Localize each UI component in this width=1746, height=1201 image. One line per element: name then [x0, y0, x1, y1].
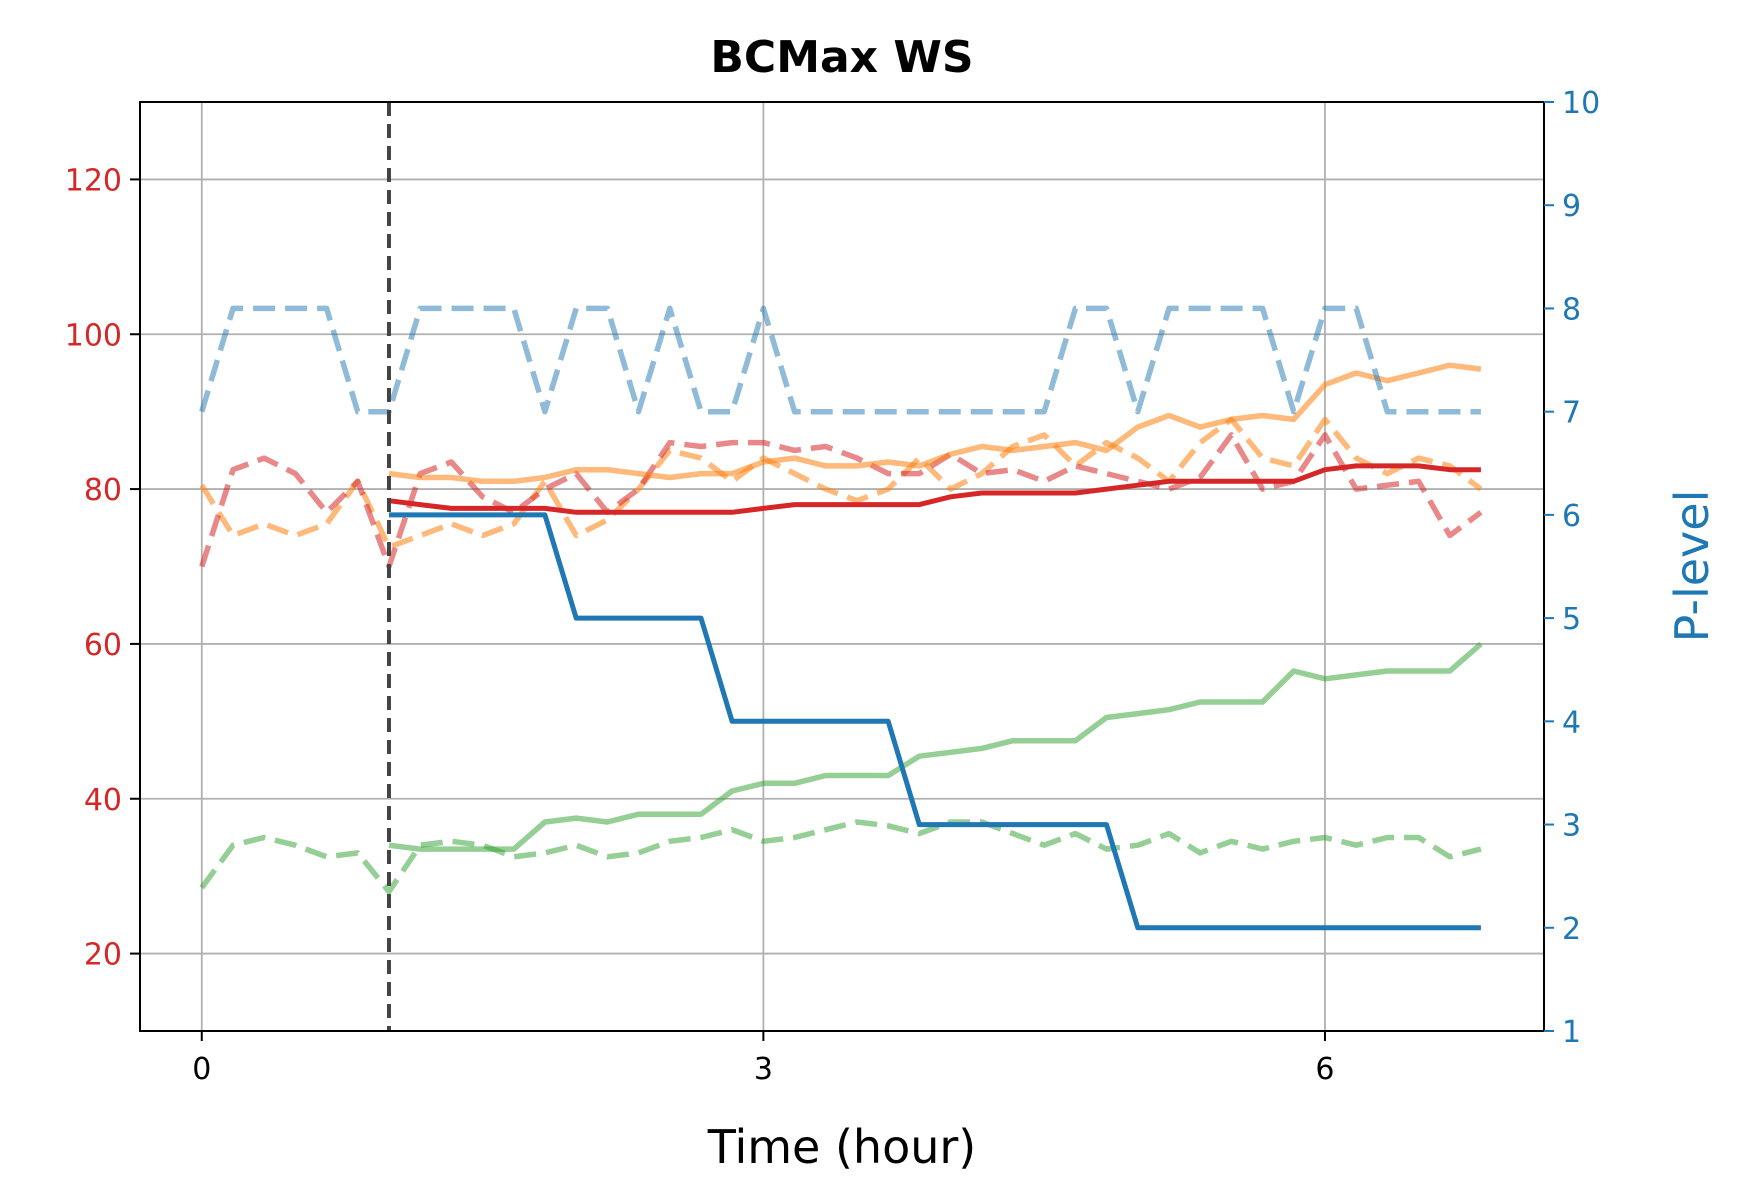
- y-right-tick-label: 7: [1562, 396, 1581, 431]
- y-left-tick-label: 40: [84, 783, 122, 818]
- y-right-tick-label: 4: [1562, 705, 1581, 740]
- y-right-tick-label: 8: [1562, 292, 1581, 327]
- series-line-left-solid-3: [388, 463, 1481, 515]
- x-tick-label: 6: [1315, 1052, 1334, 1087]
- y-right-tick-label: 1: [1562, 1015, 1581, 1050]
- x-axis-label: Time (hour): [707, 1120, 976, 1174]
- grid-layer: [140, 102, 1544, 1031]
- y-left-tick-label: 20: [84, 938, 122, 973]
- series-line-left-dashed-1: [199, 432, 1483, 570]
- plot-frame: [139, 101, 1545, 1032]
- series-line-right-dashed-6: [199, 305, 1481, 415]
- y-right-tick-label: 2: [1562, 912, 1581, 947]
- series-line-left-dashed-4: [199, 819, 1482, 895]
- y-right-tick-label: 9: [1562, 189, 1581, 224]
- ticks-layer: 0 3 6 20 40 60 80 100 120 1 2 3 4 5 6 7 8 9 10: [65, 86, 1600, 1087]
- series-line-left-solid-5: [388, 641, 1483, 852]
- series-line-left-solid-2: [388, 362, 1482, 485]
- y-right-tick-label: 3: [1562, 809, 1581, 844]
- y-axis-label-right: P-level: [1665, 490, 1719, 643]
- y-right-tick-label: 10: [1562, 86, 1600, 121]
- x-tick-label: 0: [192, 1052, 211, 1087]
- y-left-tick-label: 120: [65, 163, 122, 198]
- y-right-tick-label: 5: [1562, 602, 1581, 637]
- chart-title: BCMax WS: [710, 32, 973, 83]
- series-layer: [199, 305, 1483, 931]
- x-tick-label: 3: [754, 1052, 773, 1087]
- series-line-right-solid-7: [389, 512, 1481, 931]
- y-left-tick-label: 100: [65, 318, 122, 353]
- y-right-tick-label: 6: [1562, 499, 1581, 534]
- y-left-tick-label: 60: [84, 628, 122, 663]
- y-left-tick-label: 80: [84, 473, 122, 508]
